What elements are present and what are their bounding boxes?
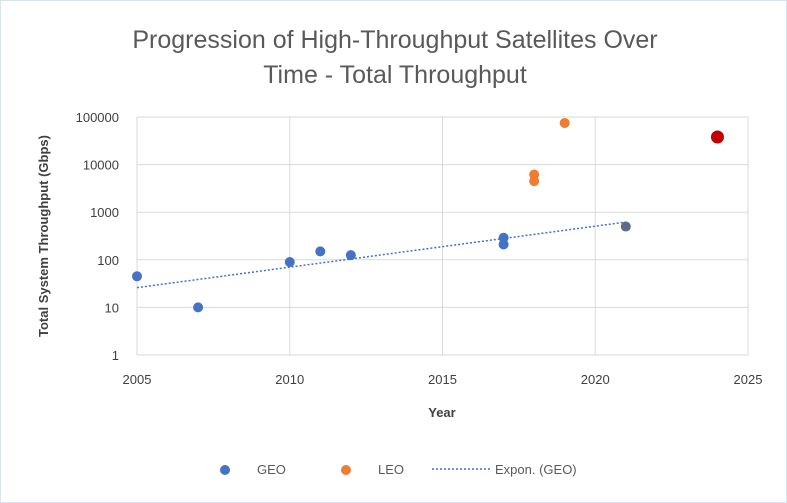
chart-title-line-2: Time - Total Throughput [263, 61, 527, 89]
geo-data-point [315, 246, 326, 257]
legend-trend-label: Expon. (GEO) [495, 462, 577, 477]
geo-data-point [498, 239, 509, 250]
leo-data-point [559, 117, 570, 128]
x-tick-label: 2005 [123, 372, 152, 387]
y-tick-label: 100 [97, 253, 119, 268]
geo-data-point [345, 250, 356, 261]
leo-data-point [710, 130, 724, 144]
legend-geo-marker [220, 465, 230, 475]
x-tick-label: 2015 [428, 372, 457, 387]
legend-leo-label: LEO [378, 462, 404, 477]
y-tick-label: 10000 [83, 158, 119, 173]
leo-data-point [529, 176, 540, 187]
x-tick-label: 2010 [275, 372, 304, 387]
legend-leo-marker [341, 465, 351, 475]
y-tick-label: 100000 [76, 110, 119, 125]
y-axis-label: Total System Throughput (Gbps) [36, 135, 51, 337]
y-tick-label: 1000 [90, 205, 119, 220]
trendline-expon-geo [136, 221, 626, 289]
x-tick-label: 2025 [734, 372, 763, 387]
geo-data-point [284, 256, 295, 267]
y-tick-label: 1 [112, 348, 119, 363]
legend-geo-label: GEO [257, 462, 286, 477]
chart-title-line-1: Progression of High-Throughput Satellite… [132, 26, 657, 54]
x-tick-label: 2020 [581, 372, 610, 387]
legend: GEO LEO Expon. (GEO) [220, 462, 577, 477]
geo-data-point [193, 302, 204, 313]
geo-data-point [620, 221, 631, 232]
geo-data-point [132, 271, 142, 282]
x-axis-label: Year [428, 405, 455, 420]
y-tick-label: 10 [105, 300, 119, 315]
